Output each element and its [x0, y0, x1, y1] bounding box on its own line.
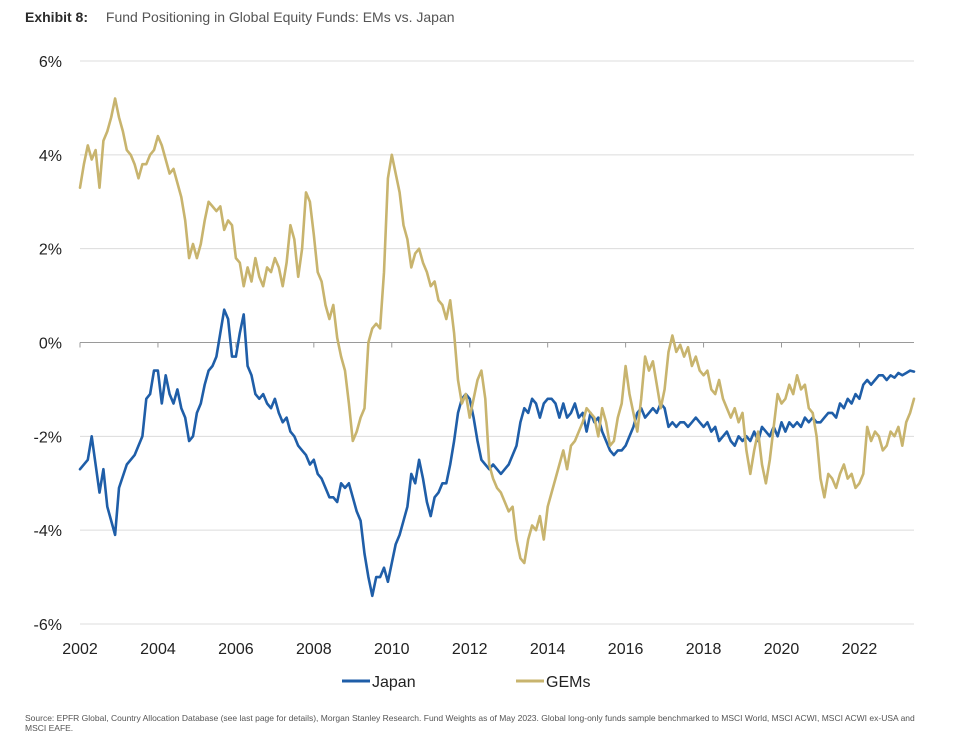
- legend-label-gems: GEMs: [546, 674, 590, 691]
- y-tick-label: 4%: [39, 148, 62, 165]
- x-tick-label: 2022: [842, 641, 878, 658]
- x-tick-label: 2008: [296, 641, 332, 658]
- series-lines: [78, 97, 916, 598]
- x-tick-label: 2010: [374, 641, 410, 658]
- gridlines: [80, 60, 914, 625]
- x-tick-label: 2004: [140, 641, 176, 658]
- x-tick-label: 2018: [686, 641, 722, 658]
- x-tick-label: 2002: [62, 641, 98, 658]
- legend: Japan GEMs: [342, 674, 590, 691]
- chart-title: Fund Positioning in Global Equity Funds:…: [105, 9, 455, 25]
- series-line-japan: [78, 308, 916, 598]
- x-tick-label: 2014: [530, 641, 566, 658]
- x-tick-label: 2020: [764, 641, 800, 658]
- x-tick-label: 2012: [452, 641, 488, 658]
- source-note: Source: EPFR Global, Country Allocation …: [25, 713, 915, 733]
- y-axis-ticks: 6% 4% 2% 0% -2% -4% -6%: [34, 54, 62, 634]
- series-line-gems: [78, 97, 916, 565]
- y-tick-label: 6%: [39, 54, 62, 71]
- y-tick-label: -6%: [34, 617, 62, 634]
- y-tick-label: -2%: [34, 429, 62, 446]
- exhibit-label: Exhibit 8:: [25, 9, 89, 25]
- x-tick-label: 2016: [608, 641, 644, 658]
- chart-header: Exhibit 8: Fund Positioning in Global Eq…: [25, 9, 455, 25]
- y-tick-label: 0%: [39, 336, 62, 353]
- x-tick-label: 2006: [218, 641, 254, 658]
- y-tick-label: 2%: [39, 242, 62, 259]
- legend-label-japan: Japan: [372, 674, 416, 691]
- x-axis-ticks: 2002 2004 2006 2008 2010 2012 2014 2016 2018 2020…: [62, 342, 878, 658]
- y-tick-label: -4%: [34, 523, 62, 540]
